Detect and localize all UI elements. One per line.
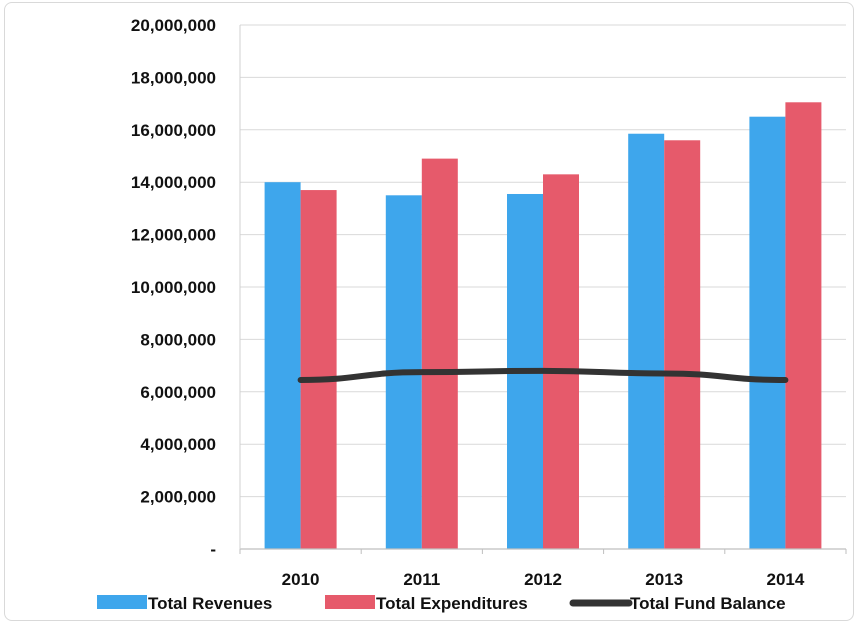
x-tick-label: 2010 <box>282 570 320 589</box>
point-total-fund-balance-2012 <box>541 369 545 373</box>
bar-total-expenditures-2010 <box>300 190 337 549</box>
legend-swatch-total-expenditures <box>325 595 375 609</box>
legend-label-total-revenues: Total Revenues <box>148 594 272 613</box>
y-tick-label: 16,000,000 <box>131 121 216 140</box>
x-tick-label: 2013 <box>645 570 683 589</box>
y-tick-label: 10,000,000 <box>131 278 216 297</box>
y-axis-tick-labels: - 2,000,000 4,000,000 6,000,000 8,000,000 10,… <box>131 16 216 559</box>
y-tick-label: 18,000,000 <box>131 68 216 87</box>
bar-total-expenditures-2012 <box>543 174 579 549</box>
x-axis <box>239 25 847 554</box>
y-tick-label: - <box>210 540 216 559</box>
point-total-fund-balance-2014 <box>783 378 787 382</box>
x-axis-tick-labels: 2010 2011 2012 2013 2014 <box>282 570 805 589</box>
bar-total-expenditures-2011 <box>421 158 458 549</box>
y-tick-label: 4,000,000 <box>140 435 216 454</box>
bars <box>264 102 822 550</box>
legend-label-total-fund-balance: Total Fund Balance <box>630 594 786 613</box>
y-tick-label: 8,000,000 <box>140 330 216 349</box>
bar-total-expenditures-2013 <box>664 140 701 549</box>
bar-total-revenues-2014 <box>749 116 786 549</box>
x-tick-label: 2012 <box>524 570 562 589</box>
bar-total-revenues-2013 <box>628 133 665 550</box>
point-total-fund-balance-2010 <box>299 378 303 382</box>
x-tick-label: 2011 <box>403 570 440 589</box>
legend: Total Revenues Total Expenditures Total Fu… <box>97 594 786 613</box>
y-tick-label: 14,000,000 <box>131 173 216 192</box>
bar-total-revenues-2010 <box>264 182 301 549</box>
fund-balance-line-layer <box>297 367 789 384</box>
bar-total-expenditures-2014 <box>785 102 822 549</box>
legend-swatch-total-revenues <box>97 595 147 609</box>
legend-label-total-expenditures: Total Expenditures <box>376 594 528 613</box>
y-tick-label: 12,000,000 <box>131 226 216 245</box>
point-total-fund-balance-2011 <box>420 370 424 374</box>
x-tick-label: 2014 <box>766 570 804 589</box>
y-tick-label: 6,000,000 <box>140 383 216 402</box>
y-tick-label: 20,000,000 <box>131 16 216 35</box>
y-tick-label: 2,000,000 <box>140 488 216 507</box>
point-total-fund-balance-2013 <box>662 371 666 375</box>
gridlines <box>240 24 846 498</box>
